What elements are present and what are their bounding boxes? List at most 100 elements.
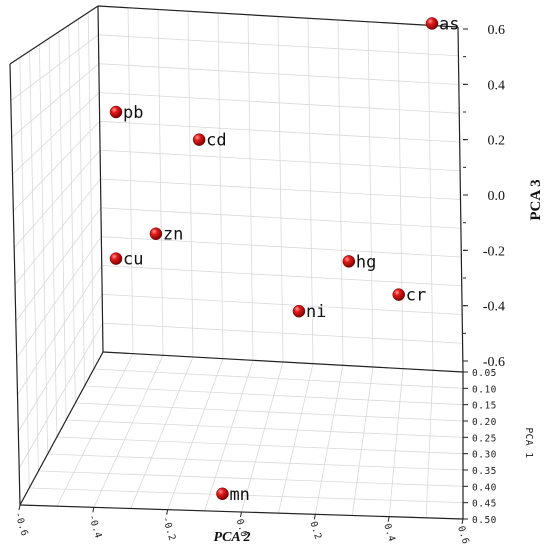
box-edge	[97, 5, 104, 353]
z-axis-tick-label: 0.6	[488, 23, 506, 38]
left-wall-gridline	[38, 44, 49, 455]
y-axis-tick-label: -0.2	[160, 515, 178, 542]
z-axis-tick-label: -0.4	[483, 300, 505, 315]
data-point-label: ni	[306, 302, 326, 322]
back-wall-gridline	[99, 120, 460, 143]
axes-layer	[9, 5, 464, 520]
back-wall-gridline	[98, 34, 459, 57]
data-point-marker	[342, 255, 356, 268]
y-axis-tick	[461, 518, 464, 525]
data-point-label: mn	[229, 485, 249, 505]
z-axis-tick-label: 0.4	[488, 78, 506, 93]
box-edge	[19, 351, 104, 506]
left-wall-gridline	[68, 25, 76, 404]
left-wall-gridline	[19, 57, 30, 489]
floor-gridline	[93, 368, 464, 389]
back-wall-gridline	[100, 178, 461, 200]
floor-gridline	[75, 402, 464, 422]
floor-gridline	[93, 355, 164, 508]
z-axis-tick-label: -0.2	[483, 244, 505, 259]
data-point-marker	[292, 304, 306, 318]
back-wall-gridline	[100, 149, 461, 172]
z-axis-title: PCA 3	[528, 179, 544, 220]
x-axis-tick-label: 0.40	[472, 482, 497, 493]
z-axis-tick-label: -0.6	[483, 355, 505, 370]
box-edge	[9, 63, 21, 506]
floor-gridline	[29, 487, 464, 504]
floor-gridline	[130, 356, 194, 509]
left-wall-gridline	[78, 18, 85, 387]
floor-gridline	[314, 365, 344, 515]
data-point-label: cu	[123, 250, 143, 270]
floor-gridline	[66, 419, 464, 438]
x-axis-tick-label: 0.15	[472, 401, 497, 412]
left-wall-gridline	[17, 294, 103, 432]
y-axis-tick	[166, 509, 169, 515]
left-wall-gridline	[18, 322, 103, 469]
floor-gridline	[241, 361, 284, 513]
back-wall-gridline	[98, 63, 459, 85]
grid-layer	[9, 5, 464, 520]
left-wall-gridline	[13, 149, 101, 249]
x-axis-tick-label: 0.10	[472, 384, 497, 395]
left-wall-gridline	[58, 31, 67, 421]
box-edge	[97, 5, 459, 28]
floor-gridline	[351, 366, 374, 516]
floor-gridline	[47, 453, 464, 471]
data-point-marker	[109, 105, 123, 119]
left-wall-gridline	[15, 207, 102, 322]
x-axis-tick-label: 0.20	[472, 417, 497, 428]
floor-gridline	[278, 363, 314, 514]
left-wall-gridline	[17, 265, 103, 395]
y-axis-tick	[18, 504, 21, 511]
z-axis-tick-label: 0.0	[488, 189, 506, 204]
left-wall-gridline	[16, 236, 102, 359]
data-point-label: cr	[406, 286, 426, 306]
floor-gridline	[425, 370, 434, 518]
left-wall-gridline	[10, 34, 99, 102]
y-axis-title: PCA 2	[214, 530, 251, 545]
left-wall-gridline	[13, 121, 100, 212]
box-edge	[9, 5, 99, 65]
floor-gridline	[56, 353, 134, 507]
data-point-label: hg	[356, 252, 376, 272]
data-point-marker	[149, 227, 163, 240]
back-wall-gridline	[100, 207, 461, 229]
x-axis-tick-label: 0.05	[472, 368, 497, 379]
floor-gridline	[56, 436, 464, 455]
y-axis-tick-label: -0.6	[12, 511, 30, 538]
data-point-label: pb	[123, 103, 143, 123]
data-point-marker	[392, 288, 405, 301]
data-point-label: as	[439, 14, 459, 34]
box-edge	[102, 351, 464, 373]
y-axis-tick	[387, 516, 390, 522]
left-wall-gridline	[11, 63, 100, 138]
data-point-label: cd	[206, 131, 226, 151]
left-wall-gridline	[48, 38, 58, 438]
back-wall-gridline	[99, 92, 460, 114]
left-wall-gridline	[12, 92, 100, 175]
y-axis-tick	[92, 507, 95, 513]
back-wall-gridline	[102, 322, 463, 344]
z-axis-tick-label: 0.2	[488, 134, 506, 149]
left-wall-gridline	[29, 51, 39, 472]
data-point-label: zn	[163, 225, 183, 245]
data-point-marker	[109, 252, 123, 265]
box-edge	[457, 26, 464, 373]
y-axis-tick-label: 0.4	[381, 522, 397, 543]
back-wall-gridline	[101, 265, 462, 287]
y-axis-tick-label: 0.6	[455, 525, 471, 546]
left-wall-gridline	[14, 178, 101, 285]
ticks-layer: -0.6 -0.4 -0.2 0.0 0.2 0.4 0.6 -0.6 -0.4 -0.2 0.0 0…	[12, 23, 505, 546]
left-wall-gridline	[87, 12, 95, 370]
x-axis-tick-label: 0.25	[472, 433, 497, 444]
data-point-marker	[216, 487, 229, 501]
back-wall-gridline	[101, 236, 462, 258]
floor-gridline	[167, 358, 224, 510]
floor-gridline	[84, 385, 464, 406]
x-axis-tick-label: 0.45	[472, 499, 497, 510]
floor-gridline	[204, 360, 254, 511]
y-axis-tick	[313, 514, 316, 520]
